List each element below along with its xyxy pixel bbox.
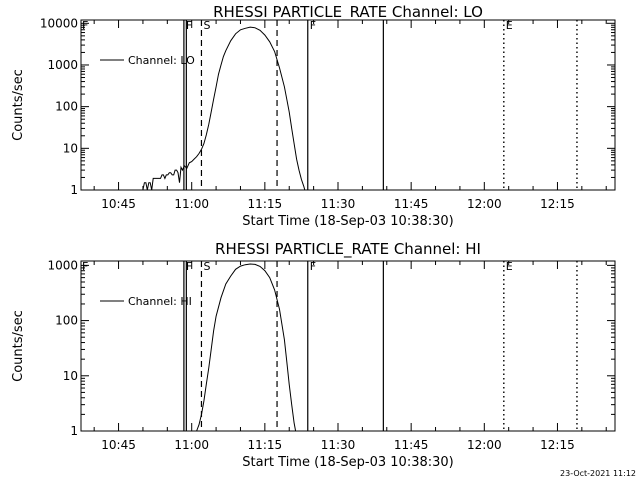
y-tick-label: 10000 — [40, 16, 78, 30]
plot-frame — [80, 19, 616, 191]
timestamp: 23-Oct-2021 11:12 — [560, 469, 636, 478]
y-axis-label: Counts/sec — [11, 69, 26, 141]
x-tick-label: 11:30 — [321, 438, 356, 452]
event-marker-label: S — [203, 19, 210, 32]
plot-frame — [80, 260, 616, 432]
x-axis-label: Start Time (18-Sep-03 10:38:30) — [242, 455, 453, 470]
legend-label: Channel: LO — [128, 54, 195, 67]
y-axis-label: Counts/sec — [11, 310, 26, 382]
y-tick-label: 100 — [55, 314, 78, 328]
chart-title: RHESSI PARTICLE_RATE Channel: LO — [213, 3, 483, 22]
y-tick-label: 10 — [63, 369, 78, 383]
chart-title: RHESSI PARTICLE_RATE Channel: HI — [215, 240, 481, 259]
event-marker-label: F — [310, 260, 316, 273]
x-axis-label: Start Time (18-Sep-03 10:38:30) — [242, 214, 453, 229]
y-tick-label: 10 — [63, 141, 78, 155]
x-tick-label: 11:00 — [174, 438, 209, 452]
x-tick-label: 11:15 — [248, 197, 283, 211]
hi-channel-panel: RHESSI PARTICLE_RATE Channel: HI 1 10 100 10… — [11, 240, 616, 470]
x-tick-label: 12:15 — [540, 197, 575, 211]
y-tick-label: 1 — [70, 183, 78, 197]
x-tick-label: 11:45 — [394, 438, 429, 452]
legend-label: Channel: HI — [128, 295, 192, 308]
corner-marker-label: F — [82, 19, 88, 32]
x-tick-label: 10:45 — [101, 438, 136, 452]
series-line — [196, 263, 297, 432]
event-marker-label: E — [506, 260, 513, 273]
y-tick-label: 100 — [55, 100, 78, 114]
x-tick-label: 11:00 — [174, 197, 209, 211]
x-tick-label: 11:30 — [321, 197, 356, 211]
x-tick-label: 12:00 — [467, 438, 502, 452]
x-tick-label: 12:15 — [540, 438, 575, 452]
x-tick-label: 11:45 — [394, 197, 429, 211]
lo-channel-panel: RHESSI PARTICLE_RATE Channel: LO 1 10 100 10… — [11, 3, 616, 229]
event-marker-label: F — [186, 19, 192, 32]
event-marker-label: F — [186, 260, 192, 273]
y-tick-label: 1000 — [47, 58, 78, 72]
event-marker-label: F — [310, 19, 316, 32]
y-tick-label: 1 — [70, 424, 78, 438]
x-tick-label: 10:45 — [101, 197, 136, 211]
corner-marker-label: F — [82, 260, 88, 273]
x-tick-label: 12:00 — [467, 197, 502, 211]
event-marker-label: S — [203, 260, 210, 273]
series-line — [142, 26, 306, 191]
y-tick-label: 1000 — [47, 258, 78, 272]
event-marker-label: E — [506, 19, 513, 32]
x-tick-label: 11:15 — [248, 438, 283, 452]
